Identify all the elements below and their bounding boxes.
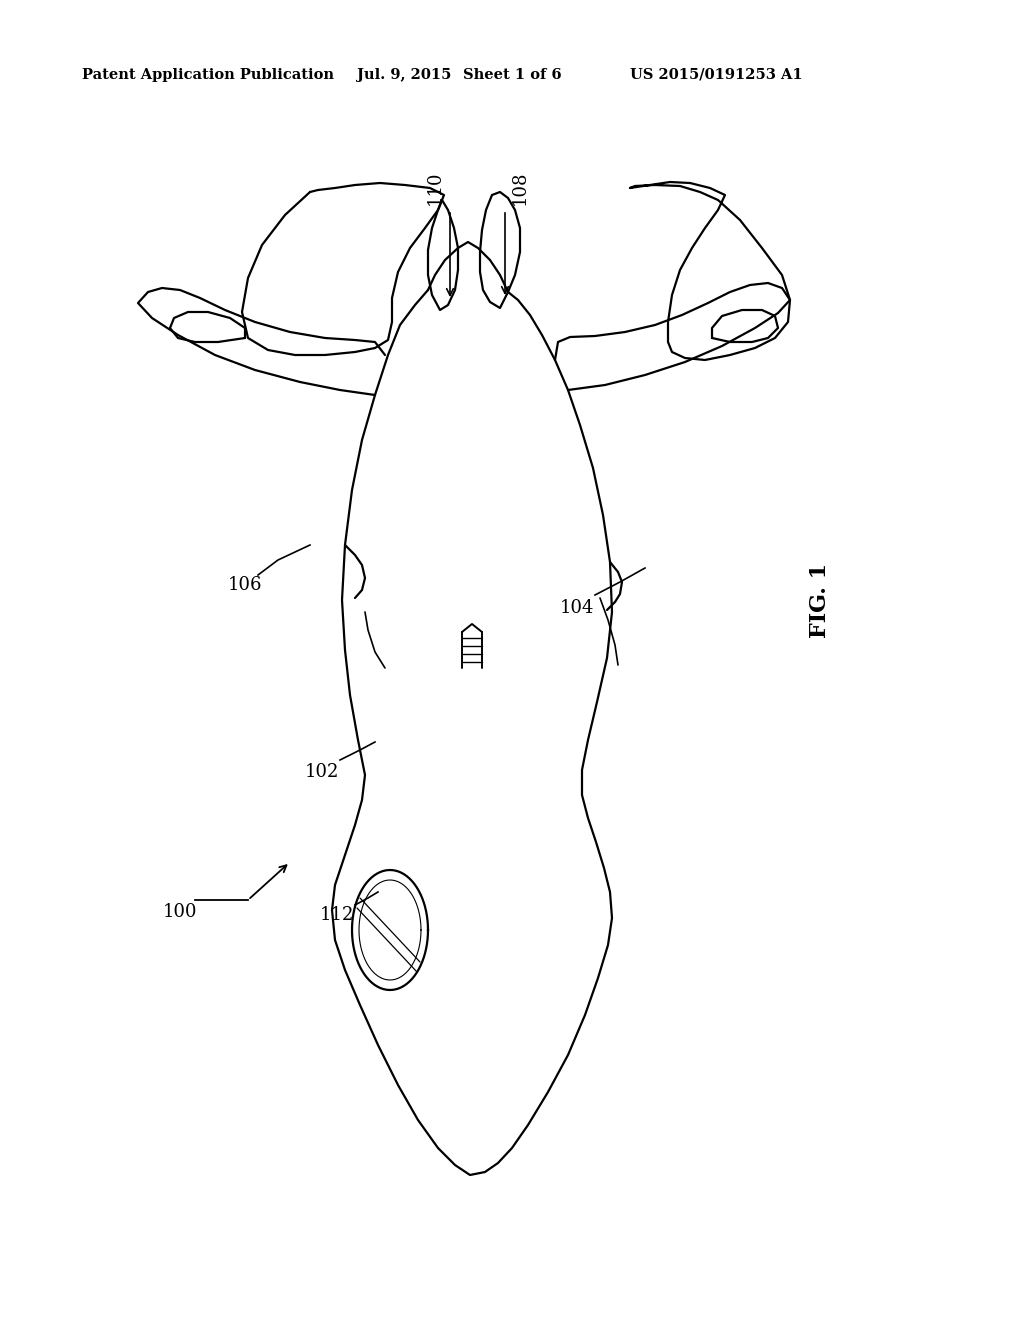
Text: 104: 104 bbox=[560, 599, 594, 616]
Text: FIG. 1: FIG. 1 bbox=[809, 562, 831, 638]
Text: Sheet 1 of 6: Sheet 1 of 6 bbox=[463, 69, 561, 82]
Text: 102: 102 bbox=[305, 763, 339, 781]
Text: Jul. 9, 2015: Jul. 9, 2015 bbox=[357, 69, 452, 82]
Text: US 2015/0191253 A1: US 2015/0191253 A1 bbox=[630, 69, 803, 82]
Text: 108: 108 bbox=[511, 170, 529, 205]
Text: 112: 112 bbox=[319, 906, 354, 924]
Text: 106: 106 bbox=[228, 576, 262, 594]
Text: Patent Application Publication: Patent Application Publication bbox=[82, 69, 334, 82]
Text: 110: 110 bbox=[426, 170, 444, 205]
Text: 100: 100 bbox=[163, 903, 198, 921]
